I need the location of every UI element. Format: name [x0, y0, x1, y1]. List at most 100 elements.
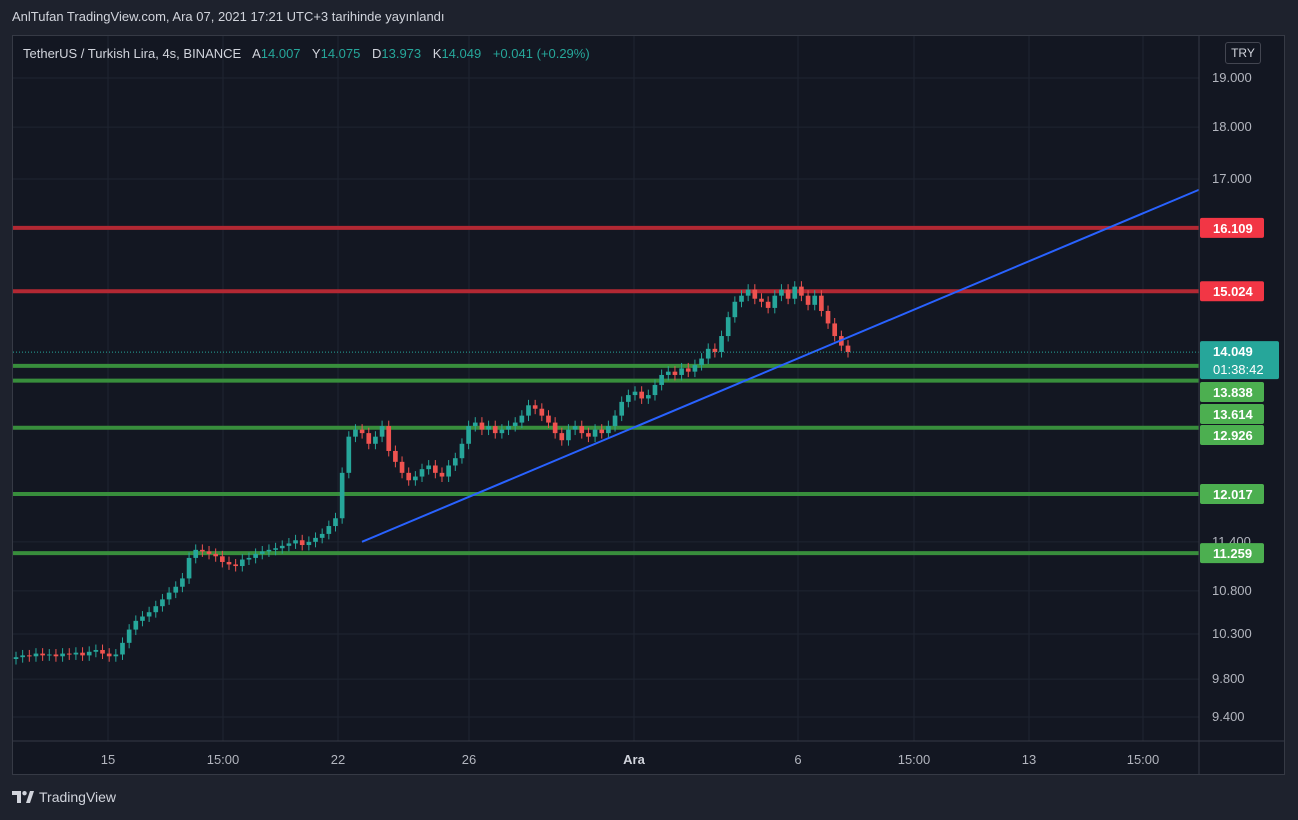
candle[interactable]	[40, 648, 45, 661]
candle[interactable]	[459, 438, 465, 464]
candle[interactable]	[326, 520, 332, 540]
candle[interactable]	[512, 417, 518, 432]
candle[interactable]	[166, 587, 172, 605]
candle[interactable]	[832, 317, 838, 342]
candle[interactable]	[346, 431, 352, 479]
candle[interactable]	[739, 290, 744, 308]
candle[interactable]	[273, 542, 278, 556]
candle[interactable]	[619, 396, 625, 422]
candle[interactable]	[519, 410, 525, 429]
candle[interactable]	[699, 353, 704, 371]
candle[interactable]	[506, 420, 511, 436]
candle[interactable]	[13, 651, 19, 665]
candle[interactable]	[819, 290, 824, 317]
candle[interactable]	[226, 556, 232, 570]
candle[interactable]	[712, 343, 718, 358]
candle[interactable]	[406, 467, 412, 486]
candle[interactable]	[113, 649, 119, 662]
candle[interactable]	[745, 284, 751, 302]
candle[interactable]	[220, 550, 225, 568]
candle[interactable]	[639, 386, 644, 404]
candle[interactable]	[180, 572, 185, 593]
candle[interactable]	[33, 648, 39, 662]
candle[interactable]	[53, 649, 59, 662]
candle[interactable]	[559, 427, 565, 446]
candle[interactable]	[492, 420, 498, 439]
candle[interactable]	[386, 420, 392, 457]
candle[interactable]	[373, 431, 378, 450]
candle[interactable]	[732, 296, 738, 323]
candle[interactable]	[652, 379, 658, 401]
candle[interactable]	[599, 424, 605, 439]
candle[interactable]	[626, 389, 631, 408]
candle[interactable]	[160, 593, 165, 612]
candle[interactable]	[253, 548, 258, 564]
candle[interactable]	[319, 528, 325, 544]
candle[interactable]	[472, 417, 478, 432]
candle[interactable]	[659, 369, 664, 391]
candle[interactable]	[126, 624, 132, 649]
candle[interactable]	[725, 311, 731, 342]
candle[interactable]	[752, 284, 758, 305]
candle[interactable]	[233, 558, 238, 572]
tradingview-logo[interactable]: TradingView	[12, 789, 116, 805]
candle[interactable]	[759, 293, 764, 308]
candle[interactable]	[393, 445, 398, 468]
candle[interactable]	[246, 552, 252, 565]
candle[interactable]	[66, 648, 72, 660]
candle[interactable]	[812, 290, 818, 311]
candle[interactable]	[765, 296, 771, 314]
candle[interactable]	[106, 648, 112, 662]
trendline[interactable]	[361, 188, 1200, 543]
candle[interactable]	[140, 611, 145, 627]
candle[interactable]	[719, 330, 724, 358]
candle[interactable]	[26, 649, 32, 662]
candle[interactable]	[46, 649, 52, 661]
candle[interactable]	[672, 366, 678, 381]
candle[interactable]	[606, 420, 611, 439]
candle[interactable]	[359, 424, 365, 439]
candle[interactable]	[566, 424, 571, 446]
candle[interactable]	[293, 534, 298, 549]
time-axis[interactable]: 15 15:00 22 26 Ara 6 15:00 13 15:00	[13, 740, 1285, 767]
horizontal-levels[interactable]	[13, 225, 1199, 556]
candle[interactable]	[286, 538, 292, 552]
candle[interactable]	[279, 540, 285, 554]
candle[interactable]	[845, 340, 851, 358]
candle[interactable]	[452, 452, 458, 471]
candle[interactable]	[86, 646, 92, 661]
candles[interactable]	[13, 281, 851, 665]
candle[interactable]	[579, 420, 585, 439]
candle[interactable]	[486, 420, 491, 436]
candle[interactable]	[206, 546, 212, 560]
candle[interactable]	[213, 548, 219, 562]
candle[interactable]	[413, 471, 418, 486]
candle[interactable]	[306, 536, 312, 551]
candle[interactable]	[792, 281, 798, 305]
candle[interactable]	[239, 554, 245, 572]
candle[interactable]	[825, 305, 831, 329]
candle[interactable]	[612, 410, 618, 432]
candle[interactable]	[80, 647, 85, 661]
currency-button[interactable]: TRY	[1225, 42, 1261, 64]
candle[interactable]	[313, 532, 318, 548]
candle[interactable]	[785, 284, 791, 305]
candle[interactable]	[193, 544, 199, 564]
candle[interactable]	[665, 366, 671, 381]
candle[interactable]	[379, 420, 385, 443]
candle[interactable]	[799, 281, 804, 302]
candle[interactable]	[20, 649, 25, 663]
candle[interactable]	[432, 460, 438, 479]
candle[interactable]	[772, 290, 778, 314]
candle[interactable]	[479, 417, 485, 436]
candle[interactable]	[426, 460, 432, 475]
candle[interactable]	[645, 389, 651, 404]
candle[interactable]	[153, 600, 159, 618]
candle[interactable]	[705, 343, 711, 365]
candle[interactable]	[93, 644, 99, 658]
candle[interactable]	[100, 644, 105, 660]
candle[interactable]	[266, 544, 272, 557]
symbol-name[interactable]: TetherUS / Turkish Lira, 4s, BINANCE	[23, 46, 242, 61]
candle[interactable]	[299, 534, 305, 551]
candle[interactable]	[133, 615, 139, 636]
